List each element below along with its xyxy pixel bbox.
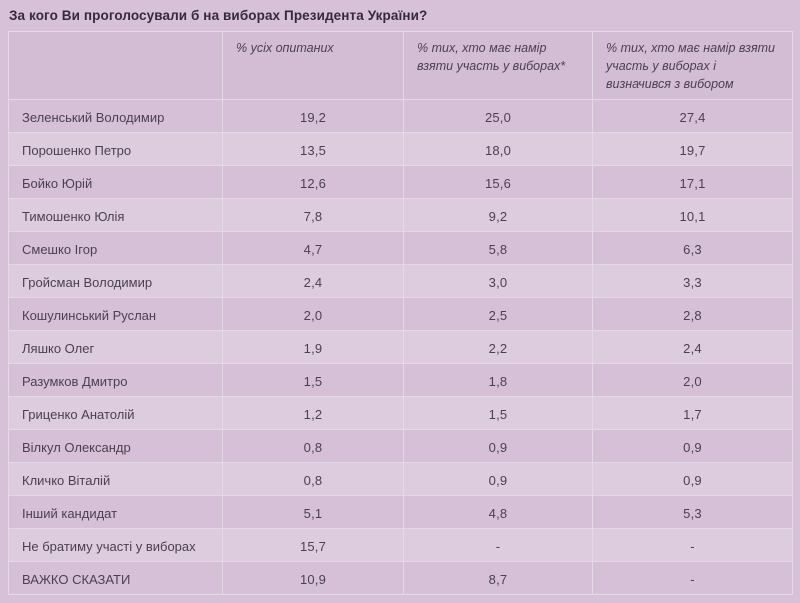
value-cell: 1,7	[592, 396, 793, 431]
table-row: Гриценко Анатолій 1,2 1,5 1,7	[8, 396, 793, 431]
candidate-name-cell: Не братиму участі у виборах	[8, 528, 223, 563]
table-row: Смешко Ігор 4,7 5,8 6,3	[8, 231, 793, 266]
value-cell: 10,9	[222, 561, 404, 596]
value-cell: 10,1	[592, 198, 793, 233]
value-cell: 2,0	[222, 297, 404, 332]
value-cell: 8,7	[403, 561, 593, 596]
value-cell: 3,0	[403, 264, 593, 299]
table-row: Вілкул Олександр 0,8 0,9 0,9	[8, 429, 793, 464]
table-body: Зеленський Володимир 19,2 25,0 27,4 Порошенк…	[8, 99, 793, 596]
value-cell: 6,3	[592, 231, 793, 266]
table-row: Інший кандидат 5,1 4,8 5,3	[8, 495, 793, 530]
value-cell: 0,9	[592, 462, 793, 497]
value-cell: 2,2	[403, 330, 593, 365]
table-row: Бойко Юрій 12,6 15,6 17,1	[8, 165, 793, 200]
value-cell: 3,3	[592, 264, 793, 299]
value-cell: -	[592, 561, 793, 596]
value-cell: 19,7	[592, 132, 793, 167]
results-table: % усіх опитаних % тих, хто має намір взя…	[8, 30, 793, 596]
page-title: За кого Ви проголосували б на виборах Пр…	[9, 8, 428, 23]
table-row: Порошенко Петро 13,5 18,0 19,7	[8, 132, 793, 167]
header-cell-intend-and-decided: % тих, хто має намір взяти участь у вибо…	[592, 30, 793, 101]
value-cell: 13,5	[222, 132, 404, 167]
candidate-name-cell: Порошенко Петро	[8, 132, 223, 167]
value-cell: 1,5	[222, 363, 404, 398]
candidate-name-cell: Кошулинський Руслан	[8, 297, 223, 332]
value-cell: 7,8	[222, 198, 404, 233]
candidate-name-cell: Тимошенко Юлія	[8, 198, 223, 233]
table-header: % усіх опитаних % тих, хто має намір взя…	[8, 30, 793, 101]
table-row: Тимошенко Юлія 7,8 9,2 10,1	[8, 198, 793, 233]
value-cell: 15,6	[403, 165, 593, 200]
value-cell: 1,2	[222, 396, 404, 431]
candidate-name-cell: Гриценко Анатолій	[8, 396, 223, 431]
value-cell: 2,4	[592, 330, 793, 365]
value-cell: 2,8	[592, 297, 793, 332]
header-cell-all-respondents: % усіх опитаних	[222, 30, 404, 101]
value-cell: 0,8	[222, 429, 404, 464]
value-cell: 0,9	[403, 462, 593, 497]
value-cell: -	[592, 528, 793, 563]
candidate-name-cell: Разумков Дмитро	[8, 363, 223, 398]
table-row: Кличко Віталій 0,8 0,9 0,9	[8, 462, 793, 497]
value-cell: 18,0	[403, 132, 593, 167]
value-cell: 1,5	[403, 396, 593, 431]
value-cell: 5,8	[403, 231, 593, 266]
candidate-name-cell: Ляшко Олег	[8, 330, 223, 365]
value-cell: 9,2	[403, 198, 593, 233]
table-row: Разумков Дмитро 1,5 1,8 2,0	[8, 363, 793, 398]
value-cell: 2,5	[403, 297, 593, 332]
value-cell: 4,8	[403, 495, 593, 530]
value-cell: 5,1	[222, 495, 404, 530]
candidate-name-cell: Інший кандидат	[8, 495, 223, 530]
value-cell: 1,8	[403, 363, 593, 398]
value-cell: 5,3	[592, 495, 793, 530]
value-cell: 17,1	[592, 165, 793, 200]
value-cell: 0,9	[592, 429, 793, 464]
header-cell-empty	[8, 30, 223, 101]
candidate-name-cell: ВАЖКО СКАЗАТИ	[8, 561, 223, 596]
candidate-name-cell: Зеленський Володимир	[8, 99, 223, 134]
value-cell: 12,6	[222, 165, 404, 200]
value-cell: 1,9	[222, 330, 404, 365]
value-cell: 4,7	[222, 231, 404, 266]
table-row: ВАЖКО СКАЗАТИ 10,9 8,7-	[8, 561, 793, 596]
header-cell-intend-to-vote: % тих, хто має намір взяти участь у вибо…	[403, 30, 593, 101]
value-cell: 19,2	[222, 99, 404, 134]
candidate-name-cell: Смешко Ігор	[8, 231, 223, 266]
value-cell: 0,8	[222, 462, 404, 497]
value-cell: 15,7	[222, 528, 404, 563]
table-row: Не братиму участі у виборах 15,7- -	[8, 528, 793, 563]
candidate-name-cell: Вілкул Олександр	[8, 429, 223, 464]
table-row: Ляшко Олег 1,9 2,2 2,4	[8, 330, 793, 365]
table-row: Зеленський Володимир 19,2 25,0 27,4	[8, 99, 793, 134]
header-row: % усіх опитаних % тих, хто має намір взя…	[8, 30, 793, 101]
value-cell: 2,0	[592, 363, 793, 398]
value-cell: 2,4	[222, 264, 404, 299]
candidate-name-cell: Бойко Юрій	[8, 165, 223, 200]
value-cell: 27,4	[592, 99, 793, 134]
candidate-name-cell: Гройсман Володимир	[8, 264, 223, 299]
candidate-name-cell: Кличко Віталій	[8, 462, 223, 497]
table-row: Гройсман Володимир 2,4 3,0 3,3	[8, 264, 793, 299]
table-row: Кошулинський Руслан 2,0 2,5 2,8	[8, 297, 793, 332]
value-cell: 0,9	[403, 429, 593, 464]
value-cell: -	[403, 528, 593, 563]
value-cell: 25,0	[403, 99, 593, 134]
